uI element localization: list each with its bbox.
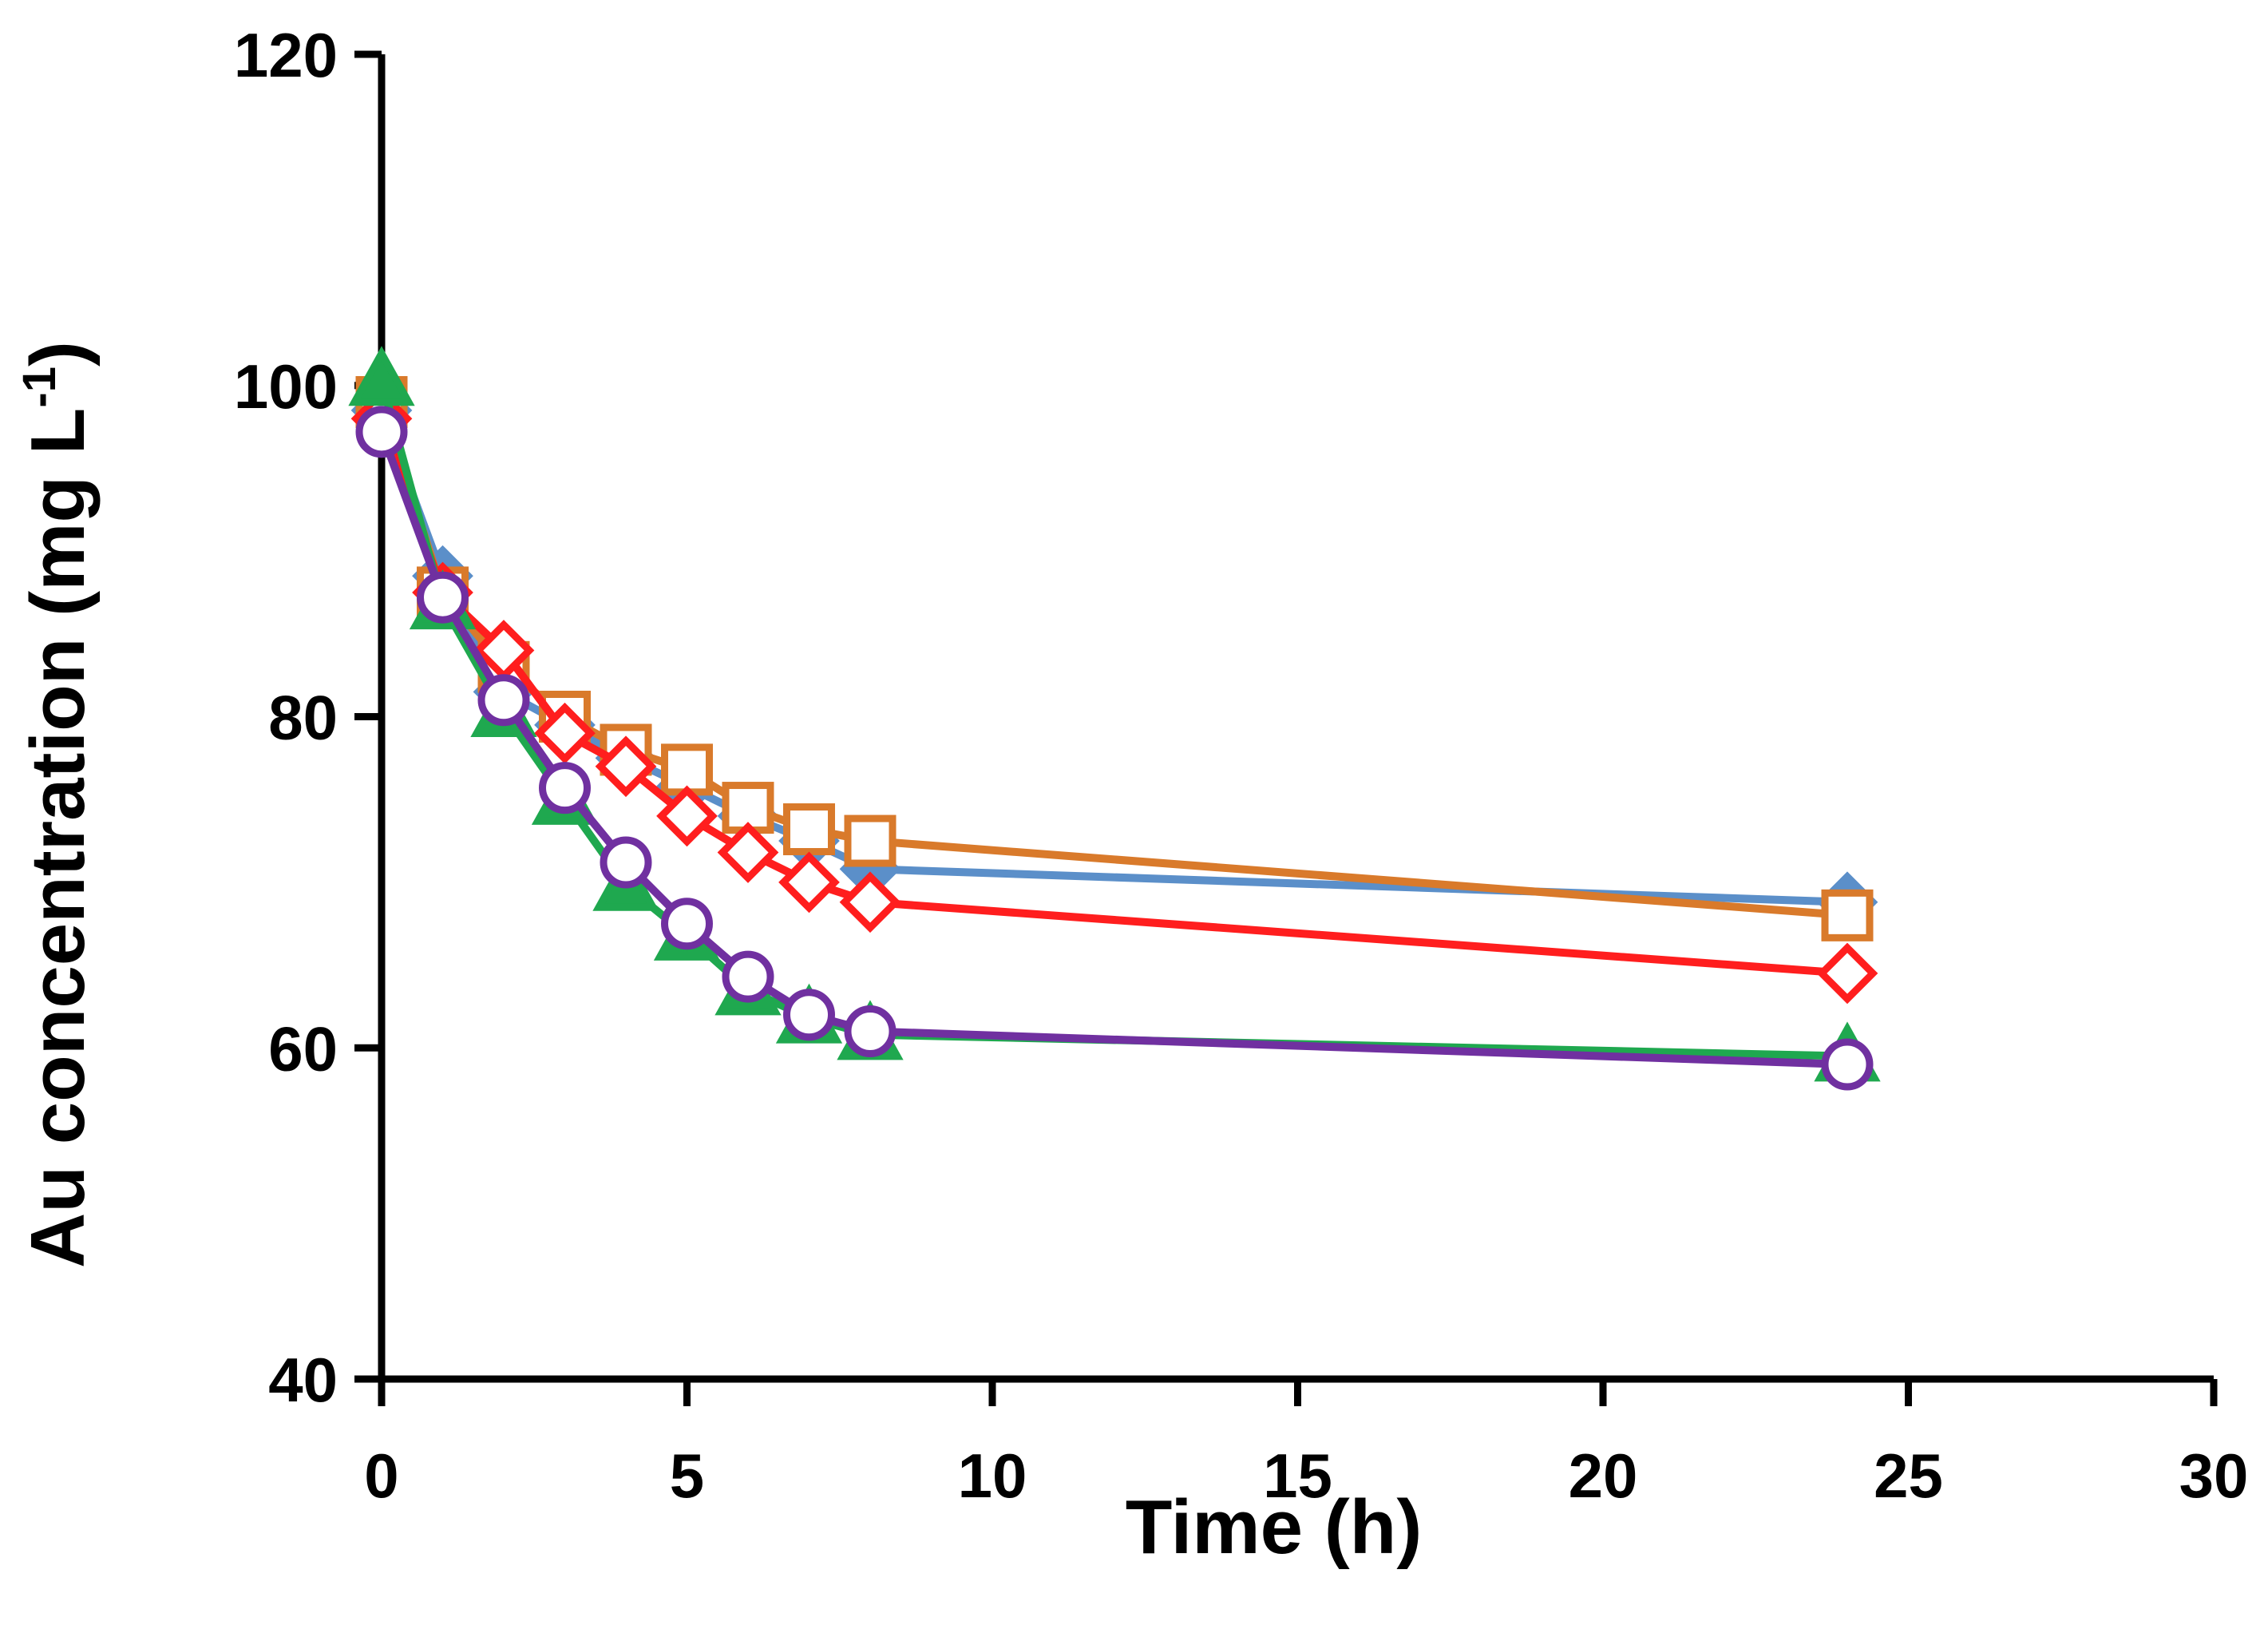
y-tick-label: 120 <box>234 20 338 90</box>
series-square-1 <box>355 375 1874 941</box>
data-point <box>600 836 652 889</box>
data-point <box>534 702 596 764</box>
y-tick-label: 60 <box>268 1013 338 1084</box>
data-point <box>661 898 713 950</box>
series-line <box>378 400 1848 920</box>
y-tick-label: 100 <box>234 351 338 422</box>
data-point <box>722 950 774 1003</box>
data-point <box>1816 942 1878 1005</box>
x-tick-label: 25 <box>1874 1441 1943 1511</box>
data-point <box>844 1005 897 1058</box>
data-point <box>661 743 713 796</box>
axes <box>378 54 2214 1383</box>
data-point <box>1821 889 1874 941</box>
data-point <box>348 346 415 406</box>
series-line <box>378 417 1848 977</box>
data-point <box>783 989 835 1041</box>
data-point <box>1821 1038 1874 1091</box>
y-axis-title: Au concentration (mg L-1) <box>14 341 101 1268</box>
x-tick-label: 30 <box>2179 1441 2249 1511</box>
data-point <box>844 814 897 867</box>
series-circle-4 <box>355 406 1874 1091</box>
y-ticks: 40 60 80 100 120 <box>234 20 382 1415</box>
data-point <box>656 785 718 847</box>
data-point <box>778 851 840 914</box>
data-point <box>417 571 469 624</box>
x-tick-label: 20 <box>1569 1441 1638 1511</box>
y-axis-title-close: ) <box>15 341 101 367</box>
data-point <box>477 674 530 727</box>
x-axis-title: Time (h) <box>1126 1484 1423 1570</box>
y-tick-label: 40 <box>268 1345 338 1415</box>
data-point <box>717 822 779 883</box>
y-tick-label: 80 <box>268 683 338 753</box>
data-point <box>783 803 835 856</box>
series-diamond-0 <box>350 379 1878 933</box>
series <box>348 346 1881 1091</box>
x-tick-label: 15 <box>1263 1441 1332 1511</box>
data-point <box>839 871 901 933</box>
x-ticks: 0 5 10 15 20 25 30 <box>364 1379 2248 1511</box>
x-tick-label: 10 <box>958 1441 1027 1511</box>
x-tick-label: 5 <box>670 1441 704 1511</box>
data-point <box>539 762 591 814</box>
series-line <box>378 430 1848 1068</box>
data-point <box>355 406 408 458</box>
y-axis-title-main: Au concentration (mg L <box>15 408 101 1268</box>
y-axis-title-superscript: -1 <box>14 367 65 408</box>
x-tick-label: 0 <box>364 1441 398 1511</box>
data-point <box>595 735 657 798</box>
